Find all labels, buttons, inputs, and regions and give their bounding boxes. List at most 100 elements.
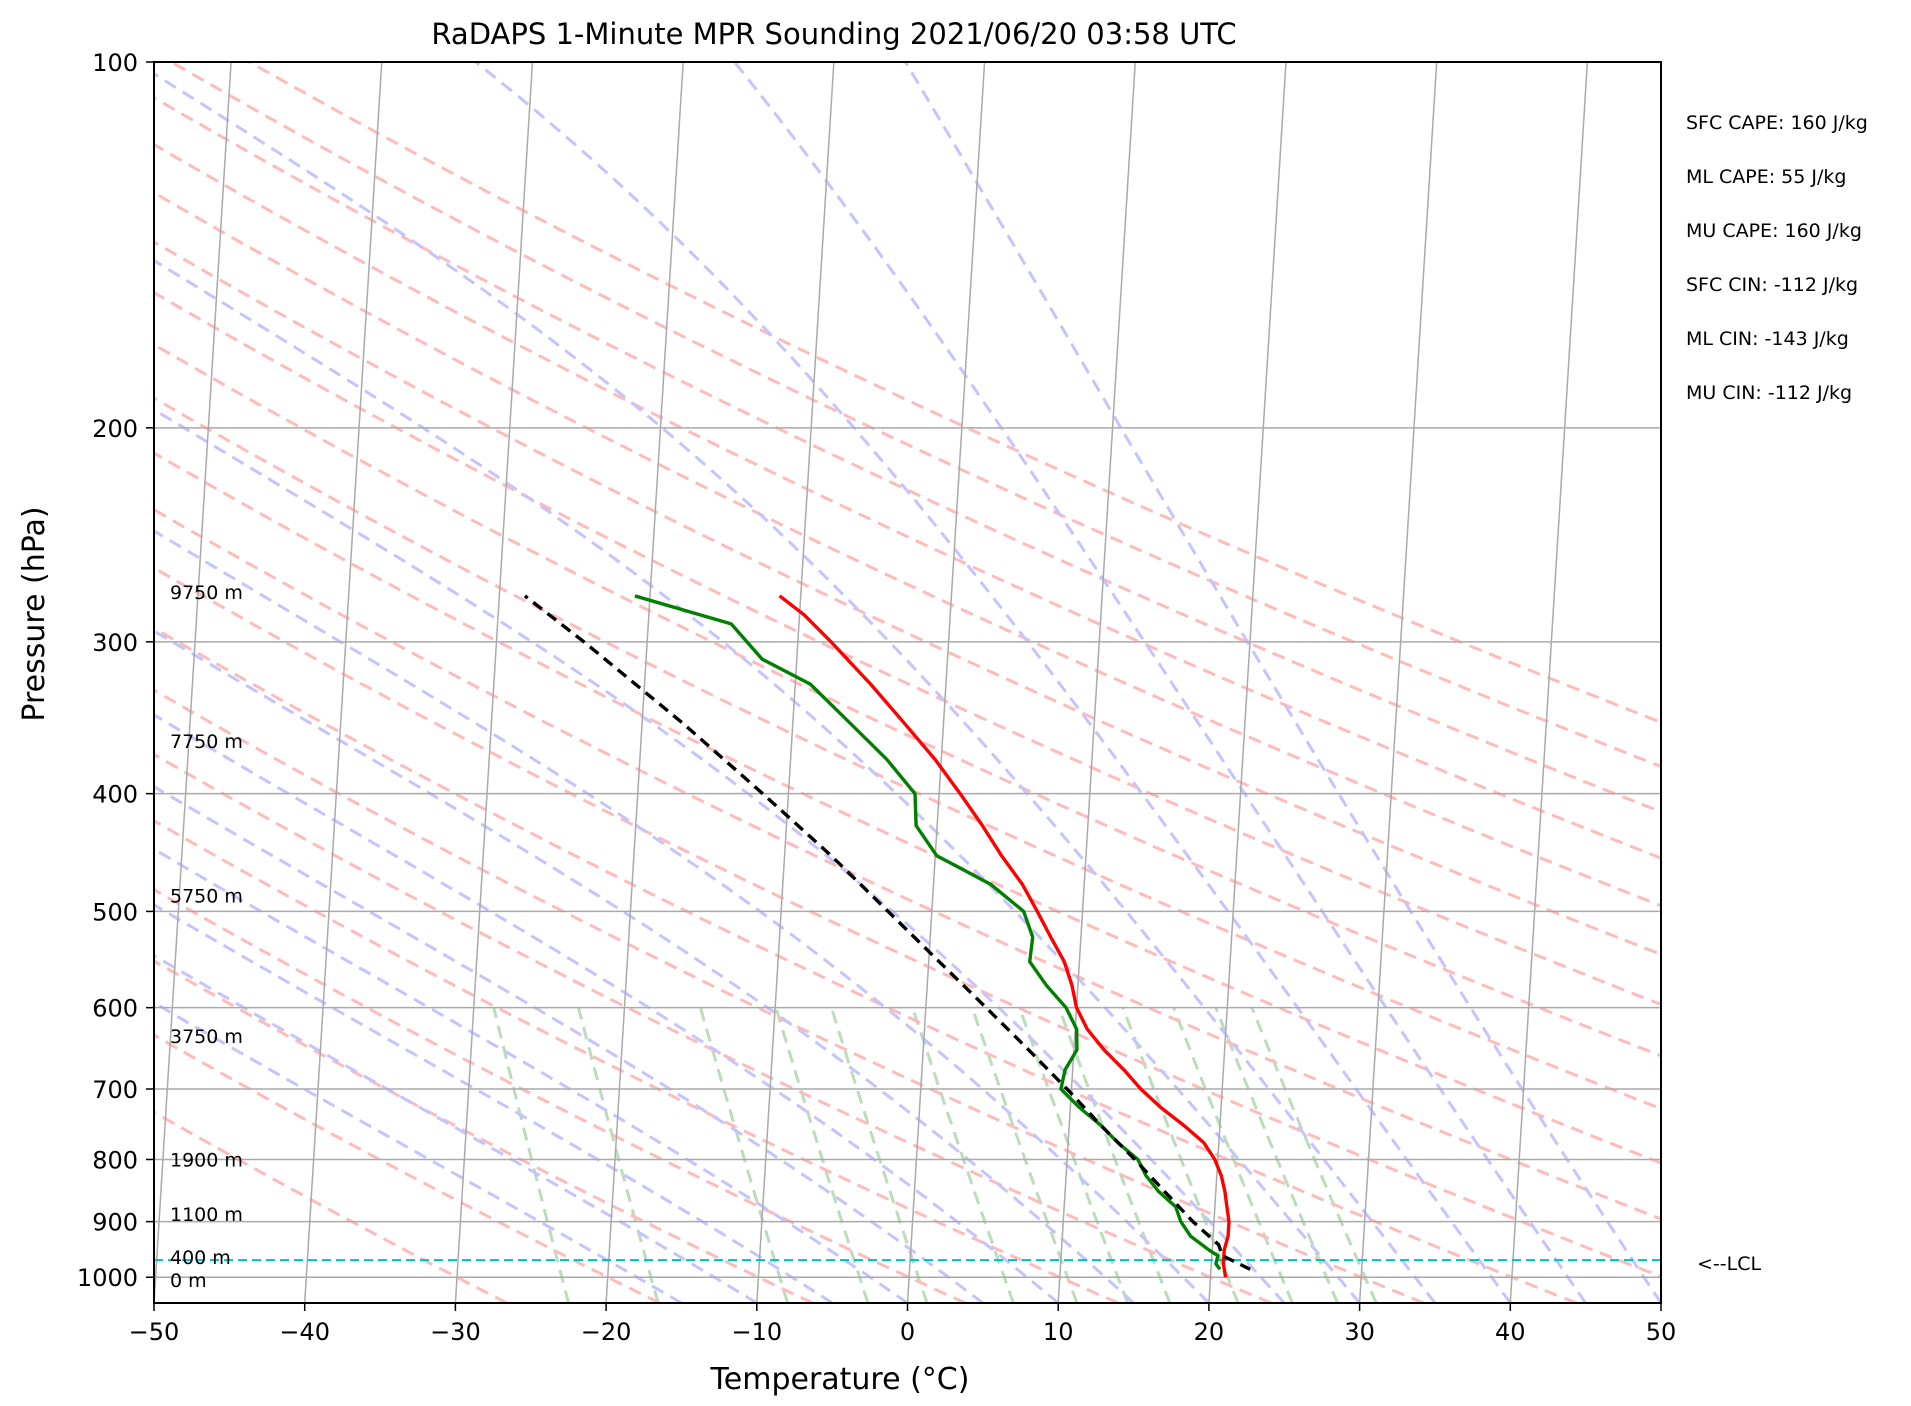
temperature-line bbox=[778, 594, 1231, 1278]
x-tick-label: 50 bbox=[1646, 1318, 1677, 1346]
isotherms bbox=[154, 62, 1661, 1303]
stats-panel: SFC CAPE: 160 J/kg ML CAPE: 55 J/kg MU CAP… bbox=[1686, 112, 1868, 404]
height-label: 400 m bbox=[170, 1247, 231, 1269]
height-label: 9750 m bbox=[170, 582, 243, 604]
moist-adiabat bbox=[154, 1001, 683, 1303]
plot-area bbox=[154, 62, 1661, 1303]
height-label: 0 m bbox=[170, 1270, 207, 1292]
x-axis-label: Temperature (°C) bbox=[710, 1362, 970, 1397]
x-tick-label: 40 bbox=[1495, 1318, 1526, 1346]
stat-line: ML CIN: -143 J/kg bbox=[1686, 328, 1849, 350]
moist-adiabat bbox=[154, 71, 1437, 1303]
isotherm-line bbox=[1208, 62, 1287, 1303]
mixing-ratio-line bbox=[830, 1007, 929, 1303]
x-tick-label: −20 bbox=[581, 1318, 632, 1346]
parcel_profile-line bbox=[523, 594, 1251, 1271]
moist-adiabat bbox=[154, 529, 1210, 1303]
dry-adiabat bbox=[170, 62, 1661, 769]
dry-adiabat bbox=[154, 396, 1661, 1111]
mixing-ratio-line bbox=[1214, 1007, 1339, 1303]
height-labels: 9750 m 7750 m 5750 m 3750 m 1900 m 1100 m 400 … bbox=[170, 582, 243, 1292]
x-tick-label: −40 bbox=[279, 1318, 330, 1346]
mixing-ratio-line bbox=[911, 1007, 1015, 1303]
y-tick-label: 900 bbox=[92, 1209, 138, 1237]
y-tick-label: 700 bbox=[92, 1076, 138, 1104]
height-label: 5750 m bbox=[170, 885, 243, 907]
chart-title: RaDAPS 1-Minute MPR Sounding 2021/06/20 … bbox=[431, 17, 1236, 51]
mixing-ratio-line bbox=[1057, 1007, 1172, 1303]
isotherm-line bbox=[756, 62, 835, 1303]
x-tick-label: 10 bbox=[1043, 1318, 1074, 1346]
moist-adiabat bbox=[154, 713, 1060, 1303]
dry-adiabat bbox=[154, 290, 1661, 1007]
x-tick-label: 30 bbox=[1344, 1318, 1375, 1346]
moist-adiabat bbox=[474, 62, 1512, 1303]
isotherm-line bbox=[303, 62, 383, 1303]
stat-line: MU CIN: -112 J/kg bbox=[1686, 382, 1852, 404]
y-tick-label: 200 bbox=[92, 415, 138, 443]
dry-adiabat bbox=[154, 342, 1661, 1058]
stat-line: ML CAPE: 55 J/kg bbox=[1686, 166, 1846, 188]
mixing-ratio-line bbox=[492, 1007, 570, 1303]
dry-adiabat bbox=[154, 142, 1661, 860]
height-label: 7750 m bbox=[170, 731, 243, 753]
dewpoint-line bbox=[634, 594, 1222, 1271]
x-tick-label: 0 bbox=[900, 1318, 915, 1346]
moist-adiabat bbox=[733, 62, 1587, 1303]
mixing-ratio-line bbox=[1018, 1007, 1130, 1303]
y-tick-label: 600 bbox=[92, 995, 138, 1023]
x-tick-label: 20 bbox=[1194, 1318, 1225, 1346]
moist-adiabat bbox=[154, 407, 1286, 1303]
height-label: 1100 m bbox=[170, 1204, 243, 1226]
moist-adiabats bbox=[154, 62, 1661, 1303]
isotherm-line bbox=[605, 62, 684, 1303]
y-tick-label: 300 bbox=[92, 629, 138, 657]
isotherm-line bbox=[154, 62, 232, 1303]
isotherm-line bbox=[1509, 62, 1589, 1303]
mixing-ratio-line bbox=[576, 1007, 660, 1303]
isotherm-line bbox=[1660, 1290, 1661, 1303]
dry-adiabat bbox=[154, 95, 1661, 814]
y-tick-label: 400 bbox=[92, 781, 138, 809]
isotherm-line bbox=[906, 62, 986, 1303]
stat-line: SFC CAPE: 160 J/kg bbox=[1686, 112, 1868, 134]
dry-adiabat bbox=[154, 507, 1661, 1221]
mixing-ratio-line bbox=[970, 1007, 1079, 1303]
isotherm-line bbox=[1358, 62, 1438, 1303]
y-tick-label: 100 bbox=[92, 49, 138, 77]
mixing-ratio-line bbox=[1172, 1007, 1294, 1303]
y-tick-label: 1000 bbox=[77, 1264, 138, 1292]
mixing-ratio-line bbox=[1250, 1007, 1378, 1303]
dry-adiabat bbox=[154, 626, 1578, 1303]
stat-line: SFC CIN: -112 J/kg bbox=[1686, 274, 1858, 296]
x-tick-label: −10 bbox=[731, 1318, 782, 1346]
moist-adiabat bbox=[154, 953, 758, 1303]
dry-adiabat bbox=[154, 959, 814, 1303]
dry-adiabat bbox=[154, 566, 1661, 1279]
isobars bbox=[154, 62, 1661, 1278]
dry-adiabat bbox=[154, 887, 966, 1303]
height-label: 1900 m bbox=[170, 1149, 243, 1171]
moist-adiabat bbox=[904, 62, 1661, 1303]
moist-adiabat bbox=[154, 629, 1135, 1303]
y-axis-label: Pressure (hPa) bbox=[17, 506, 52, 721]
moist-adiabat bbox=[154, 903, 833, 1303]
dry-adiabat bbox=[154, 819, 1119, 1303]
y-tick-label: 800 bbox=[92, 1146, 138, 1174]
dry-adiabats bbox=[154, 62, 1661, 1303]
dry-adiabat bbox=[154, 752, 1272, 1303]
lcl-label: <--LCL bbox=[1697, 1253, 1761, 1275]
y-tick-label: 500 bbox=[92, 898, 138, 926]
height-label: 3750 m bbox=[170, 1026, 243, 1048]
lcl-annotation: <--LCL bbox=[1697, 1253, 1761, 1275]
dry-adiabat bbox=[154, 451, 1661, 1165]
moist-adiabat bbox=[154, 258, 1361, 1303]
isotherm-line bbox=[1057, 62, 1137, 1303]
mixing-ratio-line bbox=[774, 1007, 870, 1303]
dry-adiabat bbox=[154, 1033, 661, 1303]
stat-line: MU CAPE: 160 J/kg bbox=[1686, 220, 1862, 242]
x-tick-label: −50 bbox=[129, 1318, 180, 1346]
mixing-ratio-line bbox=[699, 1007, 790, 1303]
moist-adiabat bbox=[154, 784, 984, 1303]
